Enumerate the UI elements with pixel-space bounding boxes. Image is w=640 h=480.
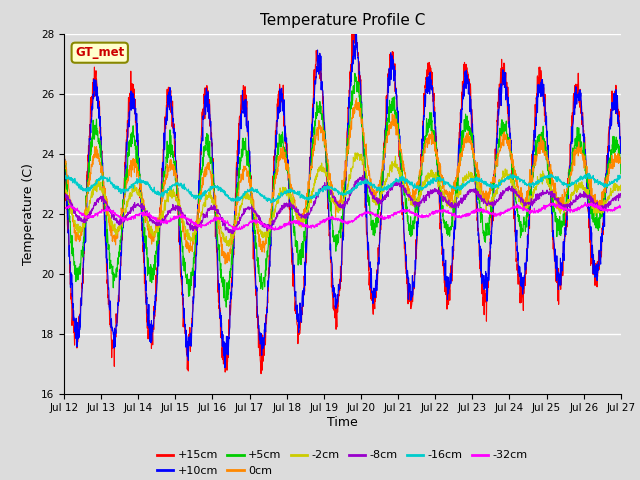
Y-axis label: Temperature (C): Temperature (C) — [22, 163, 35, 264]
X-axis label: Time: Time — [327, 416, 358, 429]
Legend: +15cm, +10cm, +5cm, 0cm, -2cm, -8cm, -16cm, -32cm: +15cm, +10cm, +5cm, 0cm, -2cm, -8cm, -16… — [152, 446, 532, 480]
Title: Temperature Profile C: Temperature Profile C — [260, 13, 425, 28]
Text: GT_met: GT_met — [75, 46, 124, 59]
